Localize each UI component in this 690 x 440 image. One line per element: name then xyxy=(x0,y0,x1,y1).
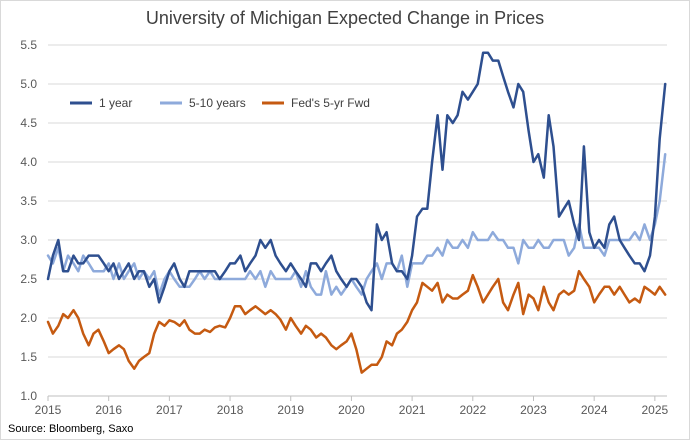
legend-label-5-10-years: 5-10 years xyxy=(189,96,246,110)
y-tick-label: 1.5 xyxy=(20,350,37,364)
y-tick-label: 1.0 xyxy=(20,389,37,403)
x-tick-label: 2019 xyxy=(277,403,304,417)
y-tick-label: 5.5 xyxy=(20,38,37,52)
chart-title: University of Michigan Expected Change i… xyxy=(145,8,545,28)
y-tick-label: 2.5 xyxy=(20,272,37,286)
y-tick-label: 2.0 xyxy=(20,311,37,325)
series-line-fed-s-5-yr-fwd xyxy=(46,269,667,374)
x-tick-label: 2023 xyxy=(520,403,547,417)
legend-label-1-year: 1 year xyxy=(99,96,132,110)
x-tick-label: 2020 xyxy=(338,403,365,417)
x-tick-label: 2024 xyxy=(581,403,608,417)
x-tick-label: 2015 xyxy=(35,403,62,417)
x-tick-label: 2025 xyxy=(642,403,669,417)
y-tick-label: 4.0 xyxy=(20,155,37,169)
y-tick-label: 3.0 xyxy=(20,233,37,247)
series-line-1-year xyxy=(46,51,667,312)
x-tick-label: 2017 xyxy=(156,403,183,417)
legend-label-fed-s-5-yr-fwd: Fed's 5-yr Fwd xyxy=(291,96,370,110)
y-tick-label: 5.0 xyxy=(20,77,37,91)
series-line-5-10-years xyxy=(46,152,667,296)
x-tick-label: 2018 xyxy=(217,403,244,417)
x-tick-label: 2022 xyxy=(459,403,486,417)
x-tick-label: 2016 xyxy=(95,403,122,417)
y-tick-label: 4.5 xyxy=(20,116,37,130)
y-tick-label: 3.5 xyxy=(20,194,37,208)
source-note: Source: Bloomberg, Saxo xyxy=(8,423,134,435)
x-tick-label: 2021 xyxy=(399,403,426,417)
